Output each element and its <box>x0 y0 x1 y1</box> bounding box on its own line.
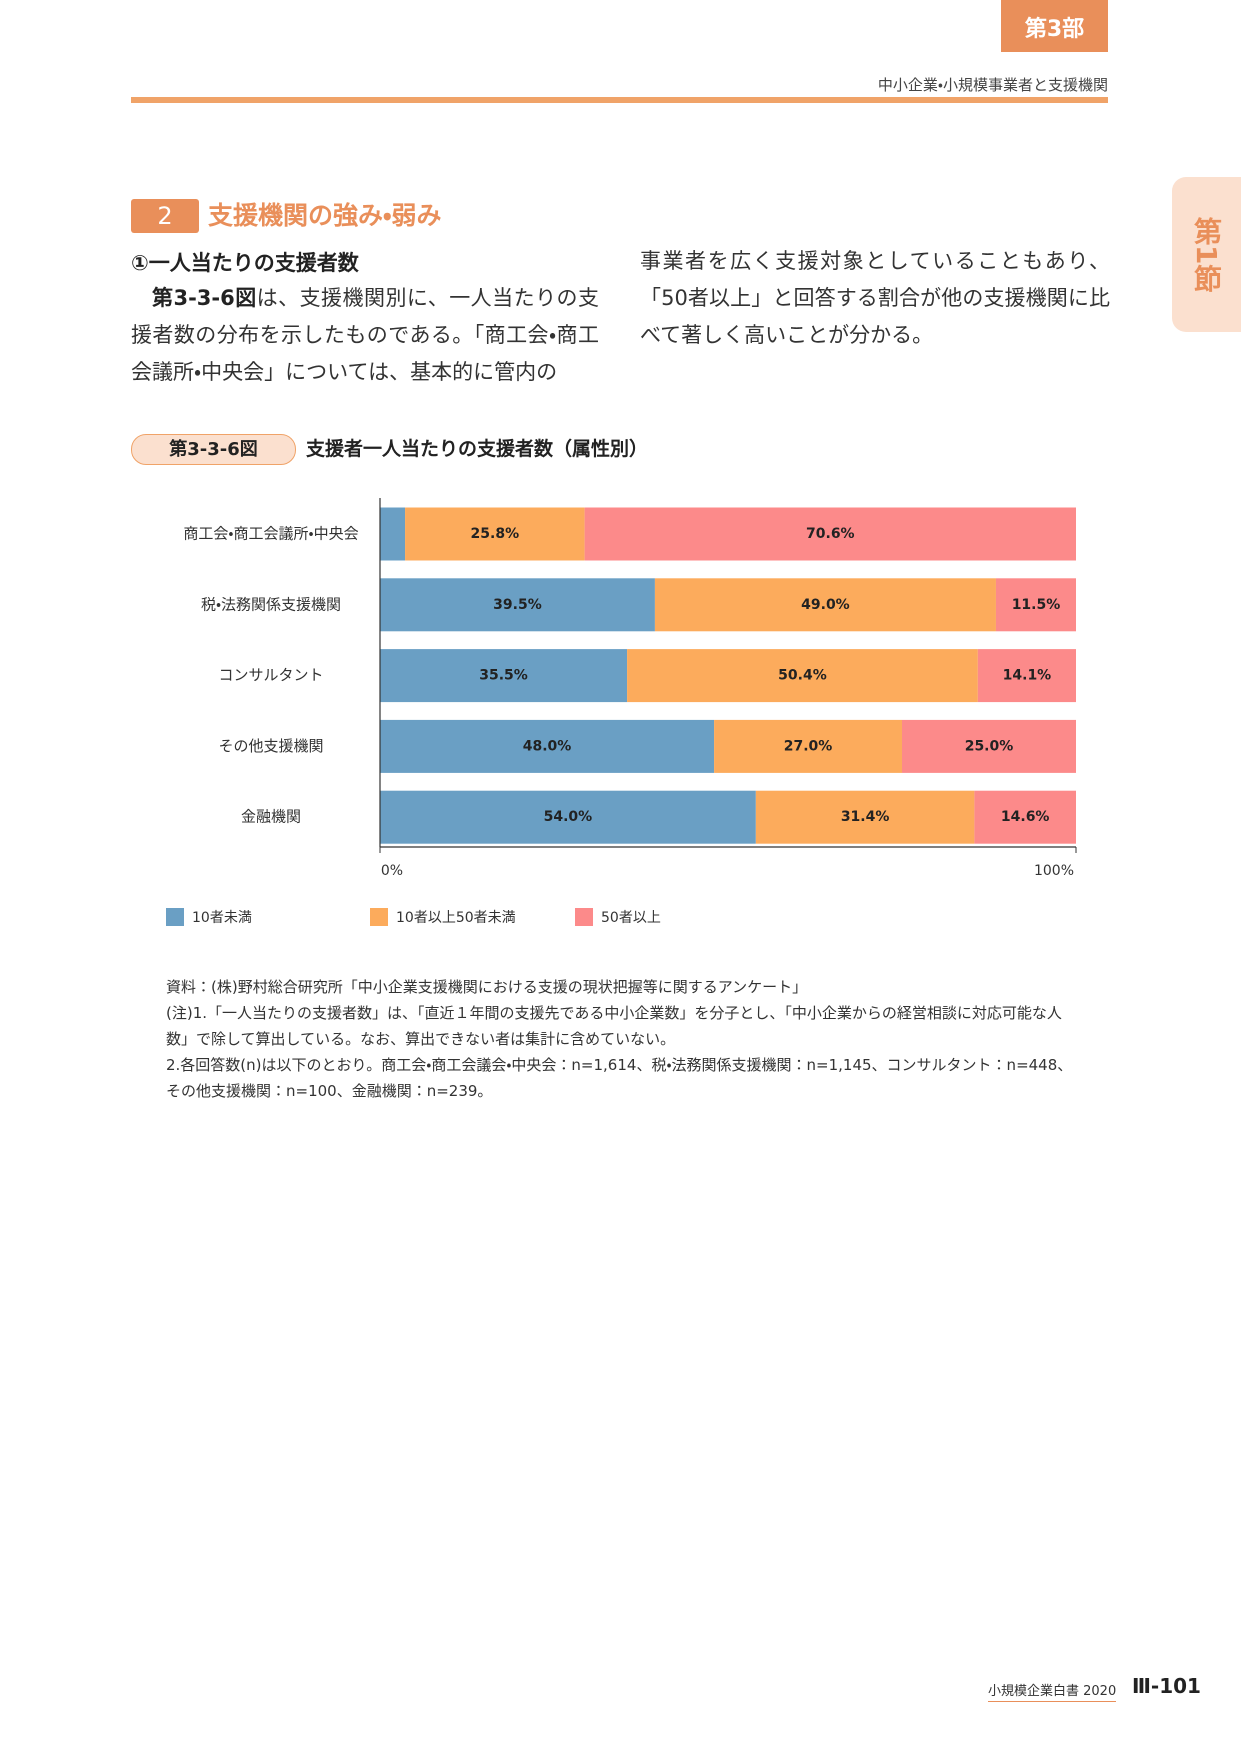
legend-label: 50者以上 <box>601 910 661 926</box>
bar-segment <box>755 790 975 844</box>
footer-page: Ⅲ-101 <box>1132 1674 1201 1698</box>
note: 資料：(株)野村総合研究所「中小企業支援機関における支援の現状把握等に関するアン… <box>166 978 808 996</box>
legend-label: 10者未満 <box>192 910 252 926</box>
notes: 資料：(株)野村総合研究所「中小企業支援機関における支援の現状把握等に関するアン… <box>166 974 1076 1104</box>
body-right: 事業者を広く支援対象としていることもあり、「50者以上」と回答する割合が他の支援… <box>640 249 1110 347</box>
x-tick-label: 0% <box>381 863 403 879</box>
bar-segment <box>714 719 902 773</box>
bar-segment <box>380 507 406 561</box>
legend-swatch <box>166 908 184 926</box>
bar-segment <box>627 649 978 703</box>
running-title: 中小企業・小規模事業者と支援機関 <box>877 76 1108 94</box>
data-label: 31.4% <box>841 809 890 825</box>
data-label: 14.6% <box>1001 809 1050 825</box>
data-label: 39.5% <box>493 597 542 613</box>
bar-segment <box>380 649 628 703</box>
bar-segment <box>380 578 655 632</box>
figure-title: 支援者一人当たりの支援者数（属性別） <box>306 438 649 460</box>
data-label: 49.0% <box>801 597 850 613</box>
bar-segment <box>902 719 1076 773</box>
body-left: 第3-3-6図は、支援機関別に、一人当たりの支援者数の分布を示したものである。「… <box>131 280 599 391</box>
bar-segment <box>654 578 996 632</box>
bar-segment <box>584 507 1076 561</box>
data-label: 54.0% <box>544 809 593 825</box>
section-number: 2 <box>131 199 199 233</box>
note: (注)1.「一人当たりの支援者数」は、「直近１年間の支援先である中小企業数」を分… <box>166 1004 1062 1048</box>
data-label: 14.1% <box>1003 668 1052 684</box>
bar-segment <box>974 790 1076 844</box>
body-heading: ①一人当たりの支援者数 <box>131 251 359 275</box>
category-label: コンサルタント <box>218 666 323 684</box>
note: 2.各回答数(n)は以下のとおり。商工会・商工会議会・中央会：n=1,614、税… <box>166 1056 1073 1100</box>
category-label: 金融機関 <box>241 808 301 826</box>
data-label: 50.4% <box>778 668 827 684</box>
footer-book: 小規模企業白書 2020 <box>988 1680 1117 1702</box>
x-tick-label: 100% <box>1034 863 1074 879</box>
figure-ref: 第3-3-6図 <box>152 286 257 310</box>
data-label: 25.0% <box>965 738 1014 754</box>
bar-segment <box>380 719 715 773</box>
data-label: 70.6% <box>806 526 855 542</box>
part-tab: 第3部 <box>1001 0 1108 52</box>
data-label: 48.0% <box>523 738 572 754</box>
figure-label: 第3-3-6図 <box>131 434 296 465</box>
section-title: 支援機関の強み・弱み <box>208 201 442 230</box>
category-label: その他支援機関 <box>218 737 323 755</box>
bar-segment <box>977 649 1076 703</box>
data-label: 25.8% <box>471 526 520 542</box>
legend-swatch <box>370 908 388 926</box>
category-label: 商工会・商工会議所・中央会 <box>183 525 358 543</box>
category-label: 税・法務関係支援機関 <box>201 595 341 613</box>
data-label: 35.5% <box>479 668 528 684</box>
legend-swatch <box>575 908 593 926</box>
data-label: 27.0% <box>784 738 833 754</box>
header-rule <box>131 97 1108 103</box>
bar-segment <box>405 507 585 561</box>
chart: 商工会・商工会議所・中央会 25.8% 70.6% 税・法務関係支援機関 39.5% 49… <box>166 498 1077 926</box>
bar-segment <box>380 790 756 844</box>
body-text: は、支援機関別に、一人当たりの支援者数の分布を示したものである。「商工会・商工会… <box>131 286 599 384</box>
legend-label: 10者以上50者未満 <box>396 910 516 926</box>
data-label: 11.5% <box>1012 597 1061 613</box>
side-tab: 第1節 <box>1172 177 1241 332</box>
bar-segment <box>995 578 1076 632</box>
